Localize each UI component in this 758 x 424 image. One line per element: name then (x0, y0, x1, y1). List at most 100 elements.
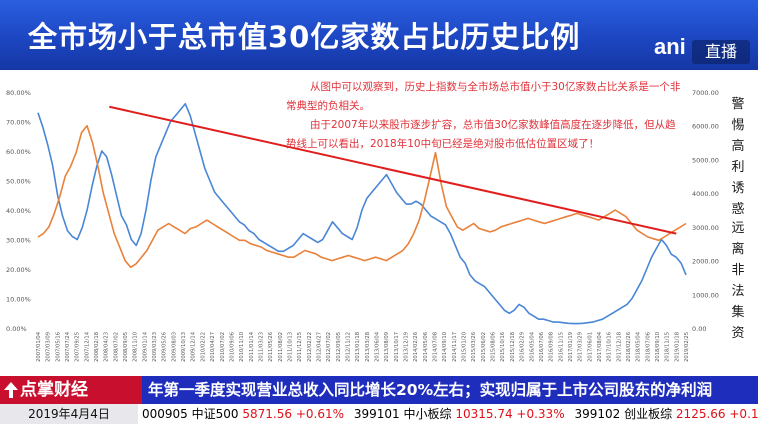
x-axis-tick-label: 2016/07/06 (539, 332, 545, 362)
x-axis-tick-label: 2009/05/26 (162, 332, 168, 362)
x-axis-tick-label: 2007/05/16 (55, 332, 61, 362)
x-axis-tick-label: 2018/05/04 (636, 331, 642, 362)
news-ticker: 点掌财经 年第一季度实现营业总收入同比增长20%左右；实现归属于上市公司股东的净… (0, 376, 758, 404)
x-axis-tick-label: 2016/09/08 (549, 332, 555, 362)
x-axis-tick-label: 2010/04/27 (210, 332, 216, 362)
x-axis-tick-label: 2015/03/26 (471, 332, 477, 362)
left-axis-tick-label: 40.00% (6, 207, 31, 215)
x-axis-tick-label: 2018/11/15 (665, 332, 671, 362)
right-axis-tick-label: 5000.00 (692, 156, 719, 164)
x-axis-tick-label: 2013/08/09 (384, 332, 390, 362)
left-axis-tick-label: 0.00% (6, 325, 27, 333)
left-axis-tick-label: 80.00% (6, 89, 31, 97)
x-axis-tick-label: 2012/04/27 (316, 332, 322, 362)
x-axis-tick-label: 2013/10/17 (394, 332, 400, 362)
x-axis-tick-label: 2010/09/06 (229, 332, 235, 362)
right-axis-tick-label: 7000.00 (692, 89, 719, 97)
left-axis-tick-label: 20.00% (6, 266, 31, 274)
x-axis-tick-label: 2007/01/04 (36, 331, 42, 362)
x-axis-tick-label: 2018/07/06 (645, 332, 651, 362)
quote-item: 000905 中证500 5871.56 +0.61% (142, 404, 344, 424)
x-axis-tick-label: 2012/07/02 (326, 332, 332, 362)
x-axis-tick-label: 2017/12/18 (616, 332, 622, 362)
quote-code: 000905 (142, 407, 188, 421)
history-chart: 0.00% 10.00% 20.00% 30.00% 40.00% 50.00% 60.00… (6, 89, 719, 362)
x-axis-tick-label: 2010/11/10 (239, 332, 245, 362)
x-axis-tick-label: 2011/01/14 (249, 331, 255, 362)
x-axis-tick-label: 2017/03/29 (578, 332, 584, 362)
x-axis-tick-label: 2009/01/14 (142, 331, 148, 362)
quote-change: +0.61% (295, 407, 345, 421)
quote-value: 10315.74 (455, 407, 513, 421)
x-axis-tick-label: 2008/11/10 (133, 332, 139, 362)
x-axis-tick-label: 2017/10/16 (607, 332, 613, 362)
x-axis-tick-label: 2007/07/24 (65, 331, 71, 362)
x-axis-tick-label: 2013/03/28 (365, 332, 371, 362)
x-axis-tick-label: 2008/04/23 (104, 332, 110, 362)
left-axis-tick-label: 10.00% (6, 296, 31, 304)
quote-item: 399101 中小板综 10315.74 +0.33% (354, 404, 565, 424)
quote-change: +0.33% (516, 407, 565, 421)
x-axis-tick-label: 2012/02/22 (307, 332, 313, 362)
live-button[interactable]: 直播 (692, 40, 750, 64)
x-axis-tick-label: 2009/08/03 (171, 332, 177, 362)
x-axis-tick-label: 2017/08/04 (597, 331, 603, 362)
x-axis-tick-label: 2016/02/29 (520, 332, 526, 362)
chart-annotation: 从图中可以观察到，历史上指数与全市场总市值小于30亿家数占比关系是一个非常典型的… (286, 78, 686, 154)
x-axis-tick-label: 2017/06/01 (587, 332, 593, 362)
arrow-logo-icon (4, 382, 18, 398)
x-axis-tick-label: 2009/10/13 (181, 332, 187, 362)
x-axis-tick-label: 2017/01/19 (568, 332, 574, 362)
quote-item: 399102 创业板综 2125.66 +0.14% (574, 404, 758, 424)
x-axis-tick-label: 2011/03/23 (258, 332, 264, 362)
x-axis-tick-label: 2007/12/14 (84, 331, 90, 362)
x-axis-tick-label: 2008/09/05 (123, 332, 129, 362)
x-axis-tick-label: 2015/01/20 (462, 332, 468, 362)
x-axis-tick-label: 2019/02/25 (684, 332, 690, 362)
quote-code: 399102 (574, 407, 621, 421)
x-axis-tick-label: 2013/06/04 (375, 331, 381, 362)
x-axis-tick-label: 2013/01/18 (355, 332, 361, 362)
x-axis-tick-label: 2018/02/26 (626, 332, 632, 362)
x-axis-tick-label: 2010/02/22 (200, 332, 206, 362)
ticker-date: 2019年4月4日 (0, 404, 138, 424)
x-axis-tick-label: 2015/10/16 (500, 332, 506, 362)
x-axis-tick-label: 2016/05/04 (529, 331, 535, 362)
x-axis-tick-label: 2008/07/02 (113, 332, 119, 362)
quote-value: 5871.56 (242, 407, 292, 421)
right-axis-tick-label: 6000.00 (692, 123, 719, 131)
x-axis-tick-label: 2015/12/18 (510, 332, 516, 362)
x-axis-tick-label: 2009/03/23 (152, 332, 158, 362)
quote-ticker: 2019年4月4日 000905 中证500 5871.56 +0.61% 39… (0, 404, 758, 424)
trend-line (109, 105, 677, 235)
quote-name: 中证500 (191, 407, 239, 421)
left-axis-tick-label: 50.00% (6, 178, 31, 186)
annotation-line-1: 从图中可以观察到，历史上指数与全市场总市值小于30亿家数占比关系是一个非常典型的… (286, 81, 681, 112)
side-caption-fundraising: 远离非法集资 (731, 221, 745, 341)
x-axis-tick-label: 2014/09/10 (442, 332, 448, 362)
x-axis-tick-label: 2011/05/26 (268, 332, 274, 362)
x-axis-tick-label: 2011/08/02 (278, 332, 284, 362)
x-axis-tick-label: 2008/02/18 (94, 332, 100, 362)
chart-area: 0.00% 10.00% 20.00% 30.00% 40.00% 50.00% 60.00… (0, 70, 758, 376)
quote-list: 000905 中证500 5871.56 +0.61% 399101 中小板综 … (142, 404, 758, 424)
right-axis-tick-label: 0.00 (692, 325, 706, 333)
quote-change: +0.14% (729, 407, 758, 421)
x-axis-tick-label: 2014/11/17 (452, 332, 458, 362)
x-axis-tick-label: 2011/12/15 (297, 332, 303, 362)
annotation-line-2: 由于2007年以来股市逐步扩容，总市值30亿家数峰值高度在逐步降低，但从趋势线上… (286, 119, 676, 150)
x-axis-tick-label: 2007/09/25 (75, 332, 81, 362)
x-axis-tick-label: 2012/09/05 (336, 332, 342, 362)
brand-logo: ani (654, 34, 686, 59)
x-axis-tick-label: 2019/01/18 (674, 332, 680, 362)
x-axis-tick-label: 2014/05/06 (423, 332, 429, 362)
right-axis-tick-label: 1000.00 (692, 291, 719, 299)
x-axis-tick-label: 2014/07/08 (433, 332, 439, 362)
left-axis-tick-label: 30.00% (6, 237, 31, 245)
quote-value: 2125.66 (675, 407, 726, 421)
right-axis-tick-label: 3000.00 (692, 224, 719, 232)
channel-logo: 点掌财经 (0, 376, 142, 404)
x-axis-tick-label: 2011/10/13 (287, 332, 293, 362)
right-axis-tick-label: 4000.00 (692, 190, 719, 198)
page-title: 全市场小于总市值30亿家数占比历史比例 (28, 20, 581, 54)
